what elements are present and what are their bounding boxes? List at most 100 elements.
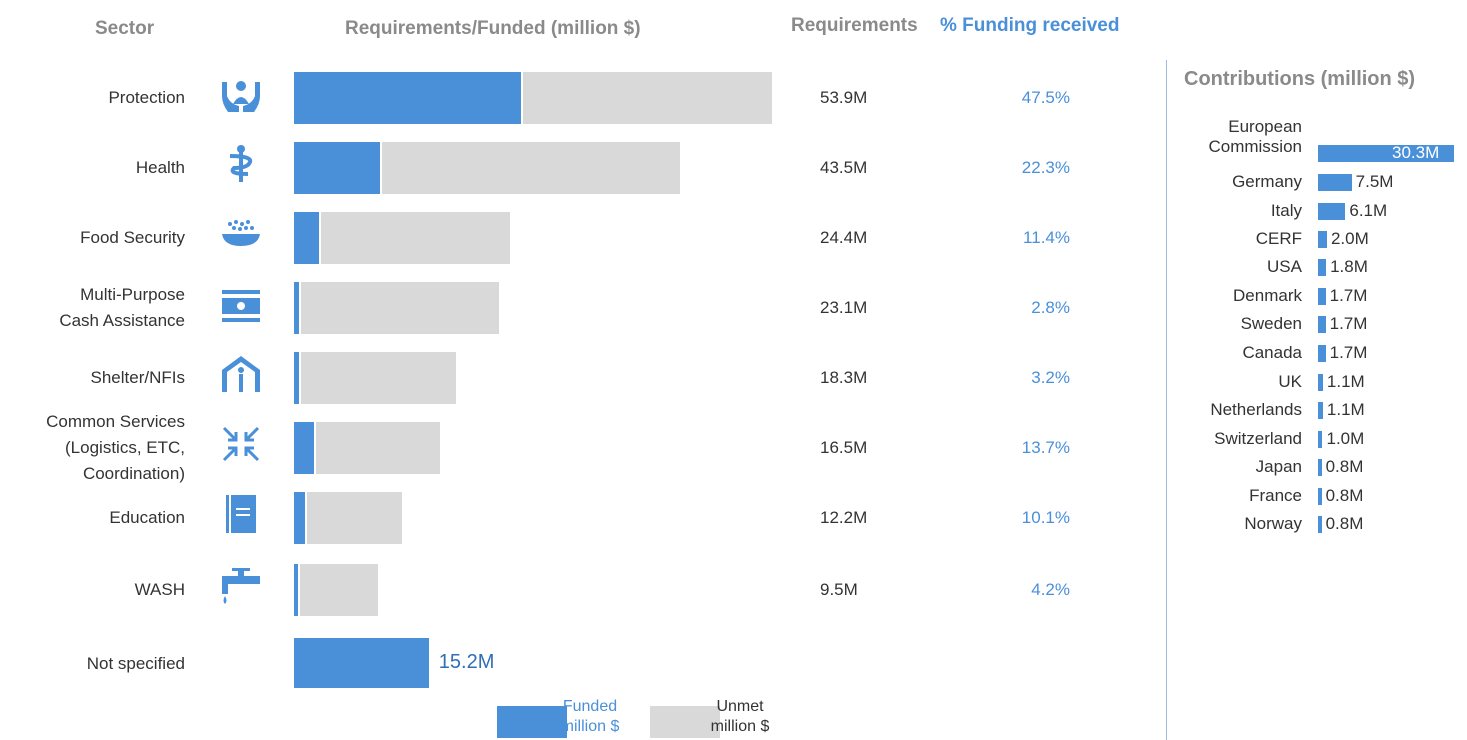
sector-label: Common Services (Logistics, ETC, Coordinat… <box>46 409 185 487</box>
contribution-bar <box>1318 374 1323 391</box>
contribution-bar <box>1318 516 1322 533</box>
donor-label-line: USA <box>1267 257 1302 276</box>
requirements-value: 53.9M <box>820 88 868 107</box>
donor-label: UK <box>1278 372 1302 392</box>
funding-percent: 10.1% <box>1021 508 1070 527</box>
requirements-value: 16.5M <box>820 438 868 457</box>
common-services-icon <box>218 424 264 464</box>
contribution-value: 1.7M <box>1329 343 1368 362</box>
shelter-icon <box>218 354 264 394</box>
funding-percent: 47.5% <box>1021 88 1070 107</box>
legend-unmet-line1: Unmet <box>716 698 764 715</box>
unmet-bar <box>316 422 441 474</box>
funded-bar <box>294 142 381 194</box>
unmet-bar <box>320 212 511 264</box>
sector-label-line: Protection <box>108 88 185 107</box>
funding-percent: 11.4% <box>1023 228 1070 247</box>
unmet-bar <box>382 142 680 194</box>
funded-bar <box>294 492 305 544</box>
contribution-value: 1.1M <box>1326 400 1365 419</box>
funding-percent: 13.7% <box>1021 438 1070 457</box>
donor-label-line: France <box>1249 486 1302 505</box>
funded-bar <box>294 72 522 124</box>
requirements-value: 24.4M <box>820 228 868 247</box>
funding-percent: 22.3% <box>1021 158 1070 177</box>
sector-label-line: Shelter/NFIs <box>90 368 185 387</box>
sector-label: Shelter/NFIs <box>91 365 185 391</box>
sector-label-line: Not specified <box>86 654 185 673</box>
contribution-bar <box>1318 402 1323 419</box>
sector-label: Food Security <box>80 225 185 251</box>
donor-label: Germany <box>1232 172 1302 192</box>
cash-assistance-icon <box>218 284 264 324</box>
donor-label: Japan <box>1256 457 1302 477</box>
sector-label: Health <box>136 155 185 181</box>
unmet-bar <box>301 352 457 404</box>
contribution-value: 1.1M <box>1326 372 1365 391</box>
contribution-bar <box>1318 316 1326 333</box>
food-security-icon <box>218 214 264 254</box>
requirements-value: 18.3M <box>820 368 868 387</box>
panel-divider <box>1166 60 1167 740</box>
not-specified-bar <box>294 638 429 688</box>
requirements-value: 12.2M <box>820 508 868 527</box>
sector-label-line: WASH <box>134 580 185 599</box>
donor-label-line: European <box>1228 117 1302 136</box>
contribution-value: 0.8M <box>1325 457 1364 476</box>
donor-label: Italy <box>1271 201 1302 221</box>
contribution-bar <box>1318 231 1327 248</box>
sector-header: Sector <box>95 18 155 39</box>
unmet-bar <box>299 564 379 616</box>
contribution-value: 1.0M <box>1326 429 1365 448</box>
contribution-value: 7.5M <box>1355 172 1394 191</box>
donor-label-line: Canada <box>1242 343 1302 362</box>
contribution-value: 0.8M <box>1325 514 1364 533</box>
contributions-header: Contributions (million $) <box>1184 68 1416 90</box>
legend-unmet-swatch <box>650 706 720 738</box>
contribution-value: 1.7M <box>1329 314 1368 333</box>
contribution-bar <box>1318 174 1352 191</box>
unmet-bar <box>301 282 499 334</box>
contribution-value: 30.3M <box>1392 143 1440 162</box>
donor-label: Sweden <box>1241 314 1302 334</box>
legend-unmet-label: Unmet million $ <box>695 697 785 737</box>
donor-label: USA <box>1267 257 1302 277</box>
funding-percent: 4.2% <box>1031 580 1070 599</box>
funding-received-header: % Funding received <box>940 15 1120 36</box>
contribution-value: 2.0M <box>1330 229 1369 248</box>
donor-label: Denmark <box>1233 286 1302 306</box>
donor-label-line: Italy <box>1270 201 1302 220</box>
donor-label-line: Germany <box>1232 172 1302 191</box>
legend-funded-swatch <box>497 706 567 738</box>
donor-label-line: Norway <box>1244 514 1302 533</box>
contribution-value: 1.8M <box>1330 257 1368 276</box>
funding-percent: 3.2% <box>1031 368 1070 387</box>
donor-label: Norway <box>1244 514 1302 534</box>
contribution-value: 1.7M <box>1329 286 1368 305</box>
contribution-bar <box>1318 488 1322 505</box>
requirements-funded-header: Requirements/Funded (million $) <box>345 18 641 39</box>
protection-icon <box>218 74 264 114</box>
legend-unmet-line2: million $ <box>710 718 770 735</box>
contribution-bar <box>1318 259 1327 276</box>
contribution-bar <box>1318 288 1326 305</box>
sector-label-line: Cash Assistance <box>59 311 185 330</box>
sector-label-line: Common Services <box>46 412 185 431</box>
not-specified-value: 15.2M <box>438 651 495 673</box>
donor-label-line: Switzerland <box>1214 429 1302 448</box>
requirements-value: 23.1M <box>820 298 868 317</box>
donor-label-line: Japan <box>1255 457 1302 476</box>
donor-label-line: Denmark <box>1233 286 1302 305</box>
sector-label-line: Multi-Purpose <box>80 285 185 304</box>
donor-label: France <box>1249 486 1302 506</box>
sector-label: Not specified <box>87 651 185 677</box>
legend-funded-label: Funded million $ <box>545 697 635 737</box>
funded-bar <box>294 282 300 334</box>
donor-label: Canada <box>1242 343 1302 363</box>
funding-percent: 2.8% <box>1031 298 1070 317</box>
contribution-bar <box>1318 203 1346 220</box>
sector-label: WASH <box>135 577 185 603</box>
wash-icon <box>218 566 264 606</box>
funded-bar <box>294 422 315 474</box>
education-icon <box>218 494 264 534</box>
